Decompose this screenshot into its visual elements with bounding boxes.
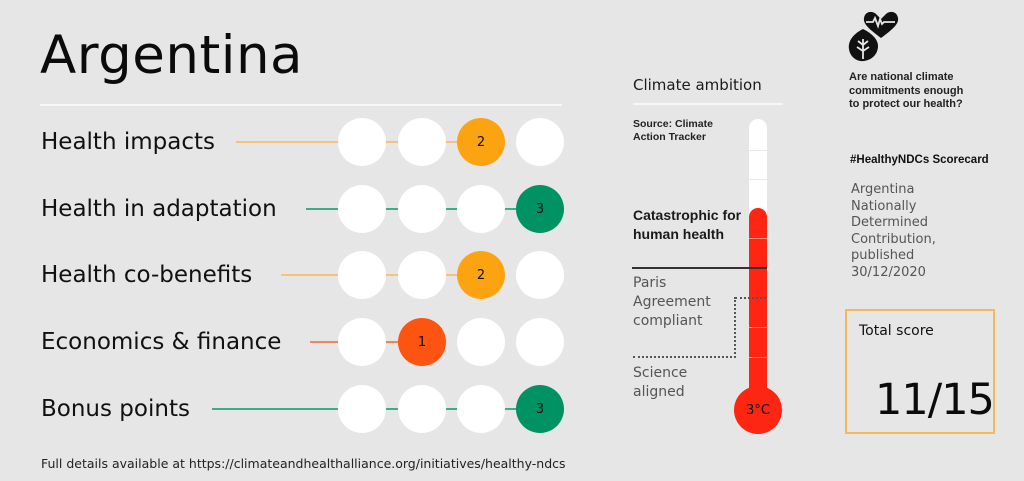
heart-leaf-icon (848, 11, 899, 62)
science-aligned-label: Science aligned (633, 365, 688, 400)
paris-compliant-label: Paris Agreement compliant (633, 275, 711, 329)
score-row-bonus-points: Bonus points 3 (0, 384, 600, 434)
score-row-health-impacts: Health impacts 2 (0, 117, 600, 167)
paris-threshold-dotted-line (735, 297, 766, 299)
score-dot-3: 2 (457, 251, 505, 299)
score-dot-2 (398, 185, 446, 233)
score-dot-1 (338, 185, 386, 233)
rating-label: Catastrophic for human health (633, 207, 742, 242)
thermometer-tick (749, 238, 767, 239)
climate-ambition-title: Climate ambition (633, 76, 762, 94)
title-divider (40, 104, 562, 106)
thermometer-tick (749, 150, 767, 151)
paris-science-dotted-bracket (734, 297, 736, 358)
score-dot-4 (516, 318, 564, 366)
row-label: Bonus points (41, 384, 194, 434)
score-dot-2 (398, 251, 446, 299)
score-dot-4: 3 (516, 385, 564, 433)
catastrophic-threshold-line (632, 267, 767, 269)
score-dot-3 (457, 185, 505, 233)
score-dot-1 (338, 318, 386, 366)
score-row-health-co-benefits: Health co-benefits 2 (0, 250, 600, 300)
thermometer-bulb: 3°C (734, 386, 782, 434)
thermometer-tick (749, 327, 767, 328)
thermometer-empty-tube (749, 119, 767, 219)
source-label: Source: Climate Action Tracker (633, 118, 713, 143)
total-score-value: 11/15 (875, 375, 995, 425)
scorecard-hashtag: #HealthyNDCs Scorecard (850, 154, 989, 166)
score-dot-4 (516, 118, 564, 166)
score-dot-1 (338, 251, 386, 299)
science-threshold-dotted-line (633, 356, 736, 358)
temperature-value: 3°C (746, 402, 770, 418)
country-title: Argentina (40, 25, 304, 86)
ndc-description: Argentina Nationally Determined Contribu… (851, 182, 936, 280)
score-dot-3 (457, 385, 505, 433)
score-dot-2 (398, 385, 446, 433)
climate-ambition-divider (633, 103, 783, 105)
score-dot-1 (338, 385, 386, 433)
total-score-label: Total score (859, 323, 934, 339)
total-score-box: Total score 11/15 (845, 309, 995, 434)
details-link-text: Full details available at https://climat… (41, 456, 566, 471)
score-dot-1 (338, 118, 386, 166)
thermometer-fill (749, 208, 767, 398)
thermometer-tick (749, 357, 767, 358)
row-label: Economics & finance (41, 317, 286, 367)
scorecard-question: Are national climate commitments enough … (849, 71, 964, 110)
score-dot-2: 1 (398, 318, 446, 366)
score-dot-4: 3 (516, 185, 564, 233)
score-row-health-in-adaptation: Health in adaptation 3 (0, 184, 600, 234)
score-row-economics-finance: Economics & finance 1 (0, 317, 600, 367)
row-label: Health in adaptation (41, 184, 281, 234)
row-label: Health impacts (41, 117, 219, 167)
score-dot-3: 2 (457, 118, 505, 166)
score-dot-4 (516, 251, 564, 299)
score-dot-2 (398, 118, 446, 166)
row-label: Health co-benefits (41, 250, 257, 300)
thermometer-tick (749, 179, 767, 180)
score-dot-3 (457, 318, 505, 366)
